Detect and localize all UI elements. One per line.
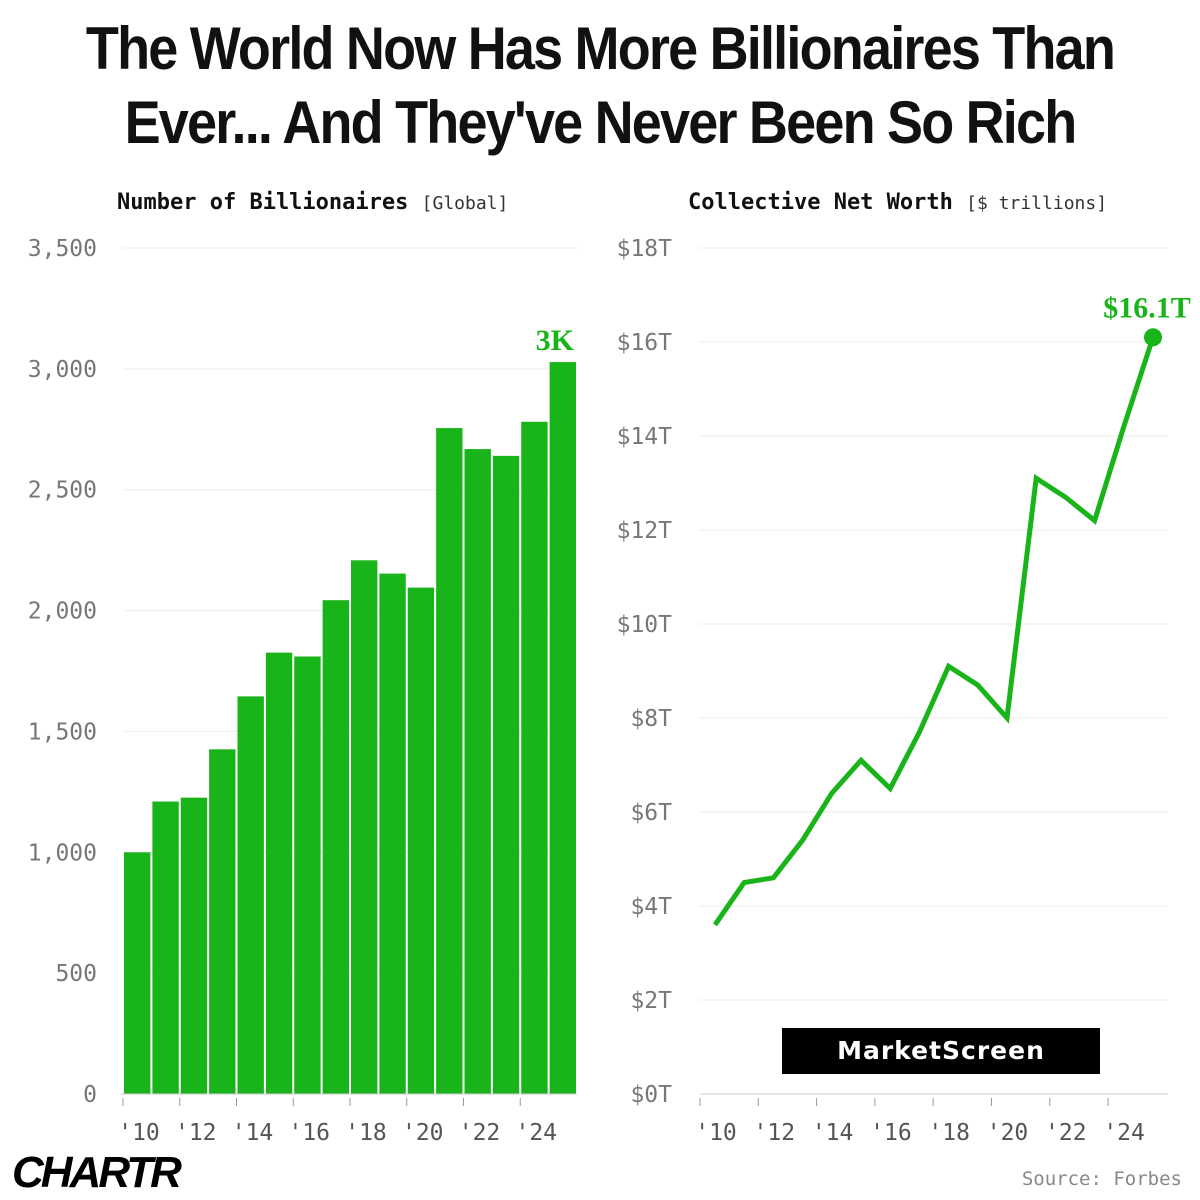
bar [294,656,321,1094]
y-tick-label: $18T [617,236,673,262]
headline-line-2: Ever... And They've Never Been So Rich [124,89,1078,156]
y-tick-label: 2,000 [28,599,97,625]
x-tick-label: '16 [288,1120,330,1146]
y-tick-label: $4T [630,894,672,920]
right-chart-subtitle: Collective Net Worth [$ trillions] [688,190,1107,215]
x-tick-label: '14 [812,1120,854,1146]
left-chart-subtitle: Number of Billionaires [Global] [117,190,508,215]
y-tick-label: $2T [630,988,672,1014]
y-tick-label: 1,000 [28,840,97,866]
chartr-logo: CHARTR [12,1148,182,1197]
y-tick-label: 2,500 [28,478,97,504]
left-chart-unit: [Global] [421,193,509,214]
x-tick-label: '24 [515,1120,557,1146]
bar [351,560,378,1094]
x-tick-label: '24 [1103,1120,1145,1146]
x-tick-label: '12 [754,1120,796,1146]
bar [436,428,463,1094]
bar [521,421,548,1094]
billionaires-bar-chart: 0 500 1,000 1,500 2,000 2,500 3,000 3,500 '10 '12… [28,236,577,1146]
bar [209,749,236,1094]
bar [237,696,264,1094]
x-tick-label: '18 [345,1120,387,1146]
y-tick-label: $8T [630,706,672,732]
bar [265,652,293,1094]
y-tick-label: $12T [617,518,673,544]
y-tick-label: $6T [630,800,672,826]
x-tick-label: '20 [402,1120,444,1146]
y-tick-label: 1,500 [28,719,97,745]
bar [407,587,435,1094]
x-tick-label: '20 [987,1120,1029,1146]
x-tick-label: '12 [175,1120,217,1146]
bar [152,801,179,1094]
right-chart-title: Collective Net Worth [688,190,953,215]
line-value-annotation: $16.1T [1103,291,1191,324]
bar [492,455,520,1095]
headline-line-1: The World Now Has More Billionaires Than [85,15,1116,82]
bar [124,852,151,1094]
y-tick-label: 500 [55,961,97,987]
bar [549,362,576,1095]
x-tick-label: '10 [118,1120,160,1146]
bar [180,797,208,1094]
y-tick-label: 3,000 [28,357,97,383]
x-tick-label: '18 [928,1120,970,1146]
y-tick-label: $10T [617,612,673,638]
y-tick-label: $16T [617,330,673,356]
source-note: Source: Forbes [1021,1168,1182,1190]
last-point-marker [1144,328,1162,347]
x-tick-label: '16 [870,1120,912,1146]
x-tick-label: '10 [695,1120,737,1146]
net-worth-series-line [712,336,1156,927]
bar [322,600,349,1094]
left-chart-title: Number of Billionaires [117,190,409,215]
y-tick-label: 0 [83,1082,97,1108]
x-tick-label: '22 [1045,1120,1087,1146]
bar [464,449,491,1094]
y-tick-label: $0T [630,1082,672,1108]
net-worth-line-chart: $0T $2T $4T $6T $8T $10T $12T $14T $16T $18T $16.1… [617,236,1191,1146]
y-tick-label: $14T [617,424,673,450]
x-tick-label: '22 [459,1120,501,1146]
y-tick-label: 3,500 [28,236,97,262]
bar-value-annotation: 3K [536,324,575,357]
bar [379,573,406,1094]
right-chart-unit: [$ trillions] [966,193,1108,214]
marketscreen-watermark: MarketScreen [782,1028,1100,1074]
headline: The World Now Has More Billionaires Than… [60,12,1140,160]
x-tick-label: '14 [232,1120,274,1146]
